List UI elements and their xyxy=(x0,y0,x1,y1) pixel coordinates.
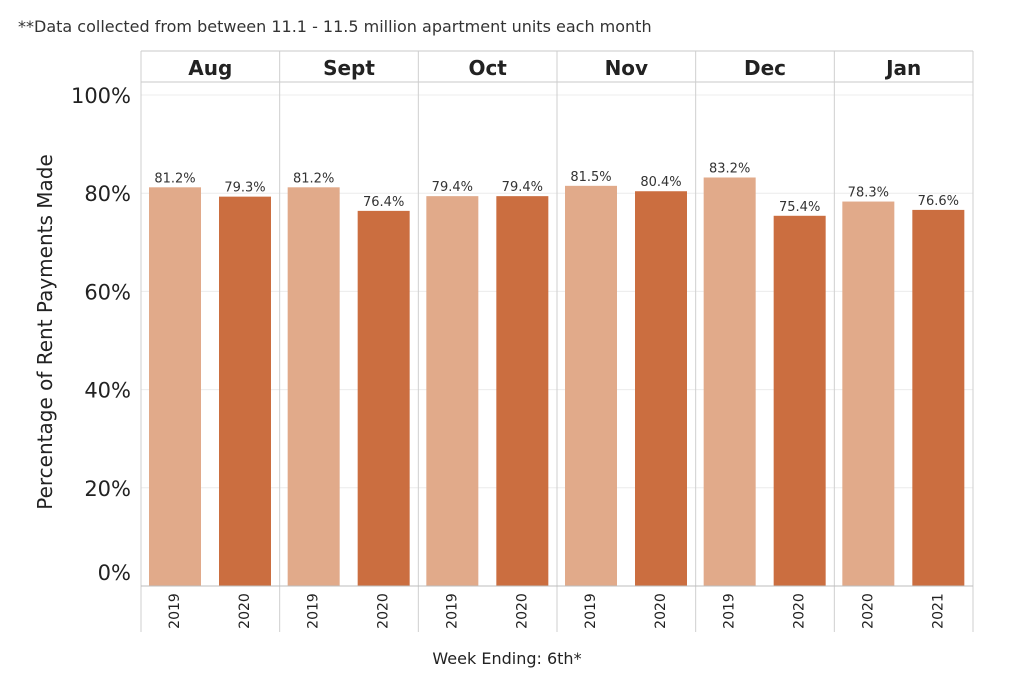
bar[interactable] xyxy=(635,191,687,586)
data-label: 76.4% xyxy=(363,195,404,210)
y-tick-label: 80% xyxy=(84,182,131,206)
x-tick-label: 2019 xyxy=(722,593,738,629)
y-tick-label: 40% xyxy=(84,379,131,403)
x-tick-label: 2019 xyxy=(444,593,460,629)
x-tick-label: 2019 xyxy=(306,593,322,629)
month-header-oct: Oct xyxy=(468,56,507,80)
x-tick-label: 2020 xyxy=(653,593,669,629)
x-tick-label: 2020 xyxy=(514,593,530,629)
month-header-dec: Dec xyxy=(744,56,786,80)
data-label: 79.3% xyxy=(224,181,265,196)
data-label: 81.2% xyxy=(154,171,195,186)
bar[interactable] xyxy=(842,201,895,586)
y-tick-label: 0% xyxy=(98,561,131,585)
bar[interactable] xyxy=(287,187,340,587)
bar[interactable] xyxy=(496,196,549,586)
month-header-jan: Jan xyxy=(884,56,921,80)
y-tick-label: 20% xyxy=(84,477,131,501)
x-tick-label: 2020 xyxy=(792,593,808,629)
bar[interactable] xyxy=(912,209,965,587)
y-tick-label: 100% xyxy=(71,84,131,108)
y-axis-label: Percentage of Rent Payments Made xyxy=(33,154,57,510)
x-tick-label: 2019 xyxy=(167,593,183,629)
bar[interactable] xyxy=(219,196,271,586)
x-axis-label: Week Ending: 6th* xyxy=(432,649,581,668)
x-tick-label: 2020 xyxy=(376,593,392,629)
data-label: 75.4% xyxy=(779,200,820,215)
data-label: 78.3% xyxy=(848,186,889,201)
data-label: 76.6% xyxy=(918,194,959,209)
x-tick-label: 2020 xyxy=(860,593,876,629)
data-label: 81.2% xyxy=(293,171,334,186)
bar[interactable] xyxy=(773,215,826,586)
x-tick-label: 2019 xyxy=(583,593,599,629)
bar[interactable] xyxy=(357,210,410,586)
data-label: 79.4% xyxy=(502,180,543,195)
month-header-aug: Aug xyxy=(188,56,232,80)
bar[interactable] xyxy=(703,177,756,586)
y-tick-label: 60% xyxy=(84,280,131,304)
data-label: 79.4% xyxy=(432,180,473,195)
month-header-nov: Nov xyxy=(605,56,649,80)
bar[interactable] xyxy=(565,185,617,586)
plot-area: 0% 20% 40% 60% 80% 100% Aug 81.2% 2019 79.3% 2020 S… xyxy=(71,50,974,632)
x-tick-label: 2020 xyxy=(237,593,253,629)
data-label: 83.2% xyxy=(709,161,750,176)
month-header-sept: Sept xyxy=(323,56,375,80)
bar[interactable] xyxy=(149,187,201,587)
data-label: 81.5% xyxy=(570,170,611,185)
bar[interactable] xyxy=(426,196,479,586)
data-label: 80.4% xyxy=(640,175,681,190)
x-tick-label: 2021 xyxy=(930,593,946,629)
data-note: **Data collected from between 11.1 - 11.… xyxy=(18,17,652,36)
